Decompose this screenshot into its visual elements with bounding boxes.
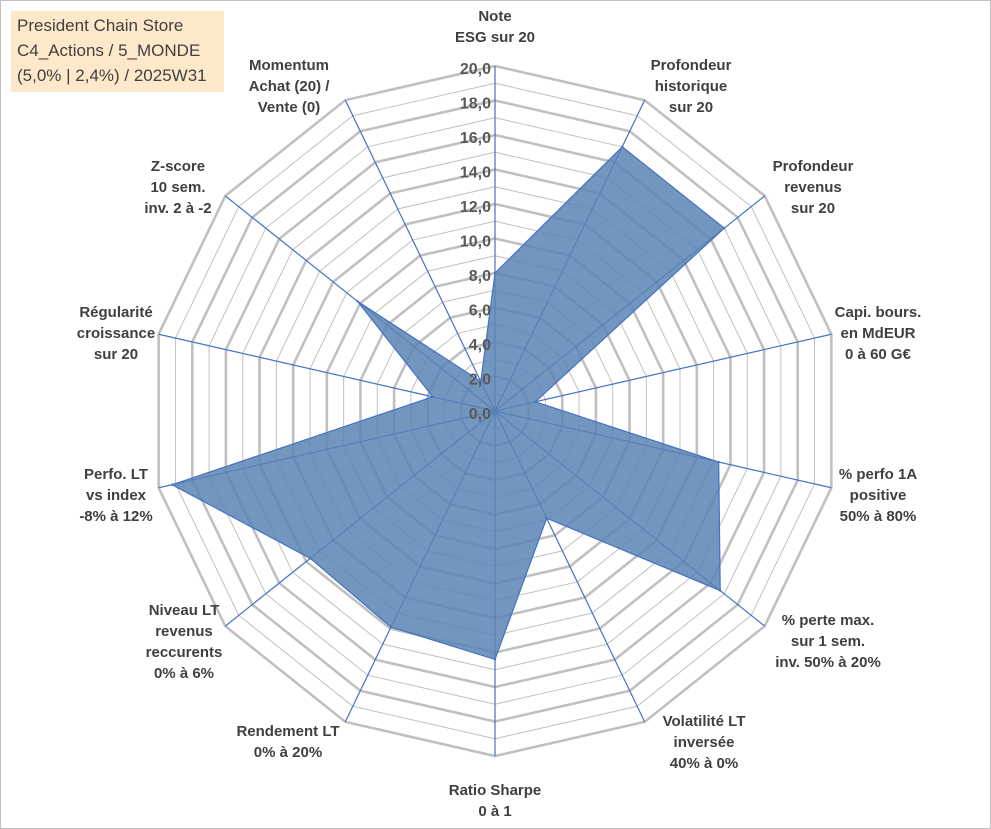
- axis-label: Perfo. LT vs index -8% à 12%: [79, 466, 152, 525]
- axis-label-line: Profondeur: [773, 158, 854, 175]
- axis-label-line: 40% à 0%: [670, 755, 738, 772]
- axis-label-line: Niveau LT: [149, 602, 220, 619]
- axis-label-line: Profondeur: [651, 57, 732, 74]
- axis-label-line: sur 1 sem.: [791, 633, 865, 650]
- axis-label: Régularité croissance sur 20: [77, 304, 155, 363]
- data-point: [479, 380, 482, 383]
- axis-label-line: sur 20: [669, 99, 713, 116]
- axis-label-line: Momentum: [249, 57, 329, 74]
- data-point: [723, 226, 726, 230]
- axis-label-line: Z-score: [151, 158, 205, 175]
- data-point: [170, 483, 174, 486]
- r-tick-label: 12,0: [460, 199, 491, 216]
- axis-label-line: sur 20: [791, 200, 835, 217]
- axis-label: Z-score 10 sem. inv. 2 à -2: [144, 158, 211, 217]
- axis-label: Rendement LT 0% à 20%: [236, 723, 339, 761]
- axis-label-line: revenus: [784, 179, 842, 196]
- axis-label-line: Capi. bours.: [835, 304, 922, 321]
- axis-label-line: % perfo 1A: [839, 466, 918, 483]
- axis-spoke: [494, 333, 832, 412]
- data-point: [389, 625, 393, 629]
- r-tick-label: 18,0: [460, 96, 491, 113]
- axis-label-line: croissance: [77, 325, 155, 342]
- r-tick-label: 8,0: [469, 268, 491, 285]
- axis-label-line: historique: [655, 78, 728, 95]
- axis-label-line: 50% à 80%: [840, 508, 917, 525]
- axis-label-line: -8% à 12%: [79, 508, 152, 525]
- r-tick-label: 16,0: [460, 130, 491, 147]
- data-point: [545, 517, 548, 520]
- axis-label-line: Achat (20) /: [249, 78, 331, 95]
- data-point: [309, 557, 312, 560]
- axis-label-line: Perfo. LT: [84, 466, 148, 483]
- axis-label-line: Ratio Sharpe: [449, 782, 542, 799]
- data-point: [493, 271, 497, 275]
- axis-label-line: % perte max.: [782, 612, 875, 629]
- axis-label-line: 0% à 6%: [154, 665, 214, 682]
- r-tick-label: 4,0: [469, 337, 491, 354]
- r-tick-label: 10,0: [460, 234, 491, 251]
- axis-label-line: 10 sem.: [150, 179, 205, 196]
- series-area: [170, 145, 726, 661]
- data-point: [717, 460, 720, 464]
- r-tick-label: 20,0: [460, 61, 491, 78]
- axis-label-line: vs index: [86, 487, 147, 504]
- axis-label-line: Volatilité LT: [663, 713, 746, 730]
- axis-label: Momentum Achat (20) / Vente (0): [249, 57, 331, 116]
- data-point: [621, 145, 624, 148]
- axis-label-line: revenus: [155, 623, 213, 640]
- axis-label: Volatilité LT inversée 40% à 0%: [663, 713, 746, 772]
- axis-label-line: 0% à 20%: [254, 744, 322, 761]
- axis-label-line: inv. 50% à 20%: [775, 654, 881, 671]
- axis-label-line: Note: [478, 8, 511, 25]
- data-point: [719, 589, 722, 592]
- axis-spoke: [344, 99, 496, 412]
- axis-label: Profondeur revenus sur 20: [773, 158, 854, 217]
- axis-label-line: Rendement LT: [236, 723, 339, 740]
- axis-label-line: ESG sur 20: [455, 29, 535, 46]
- chart-title-line-1: President Chain Store: [17, 16, 184, 35]
- data-point: [534, 400, 537, 403]
- data-point: [356, 300, 359, 303]
- data-point: [493, 658, 497, 661]
- axis-label: % perte max. sur 1 sem. inv. 50% à 20%: [775, 612, 881, 671]
- axis-label-line: inv. 2 à -2: [144, 200, 211, 217]
- radar-axis-labels: Note ESG sur 20 Profondeur historique sur 20…: [77, 8, 922, 820]
- axis-label-line: 0 à 1: [478, 803, 511, 820]
- axis-label-line: inversée: [674, 734, 735, 751]
- radar-tick-labels: 0,0 2,0 4,0 6,0 8,0 10,0 12,0 14,0 16,0 18,0 20,0: [460, 61, 491, 423]
- axis-label: Niveau LT revenus reccurents 0% à 6%: [146, 602, 223, 682]
- chart-title-line-2: C4_Actions / 5_MONDE: [17, 41, 201, 60]
- axis-label: Profondeur historique sur 20: [651, 57, 732, 116]
- axis-label: Note ESG sur 20: [455, 8, 535, 46]
- r-tick-label: 0,0: [469, 406, 491, 423]
- axis-label-line: 0 à 60 G€: [845, 346, 912, 363]
- axis-label-line: Vente (0): [258, 99, 321, 116]
- axis-label-line: en MdEUR: [841, 325, 916, 342]
- axis-label-line: Régularité: [79, 304, 152, 321]
- chart-title-box: President Chain Store C4_Actions / 5_MON…: [11, 11, 224, 92]
- axis-label: % perfo 1A positive 50% à 80%: [839, 466, 918, 525]
- axis-label-line: positive: [850, 487, 907, 504]
- axis-label: Ratio Sharpe 0 à 1: [449, 782, 542, 820]
- r-tick-label: 6,0: [469, 303, 491, 320]
- radar-series: [170, 145, 726, 661]
- axis-label-line: reccurents: [146, 644, 223, 661]
- axis-label: Capi. bours. en MdEUR 0 à 60 G€: [835, 304, 922, 363]
- r-tick-label: 14,0: [460, 165, 491, 182]
- data-point: [431, 395, 434, 398]
- r-tick-label: 2,0: [469, 372, 491, 389]
- axis-label-line: sur 20: [94, 346, 138, 363]
- chart-title-line-3: (5,0% | 2,4%) / 2025W31: [17, 66, 207, 85]
